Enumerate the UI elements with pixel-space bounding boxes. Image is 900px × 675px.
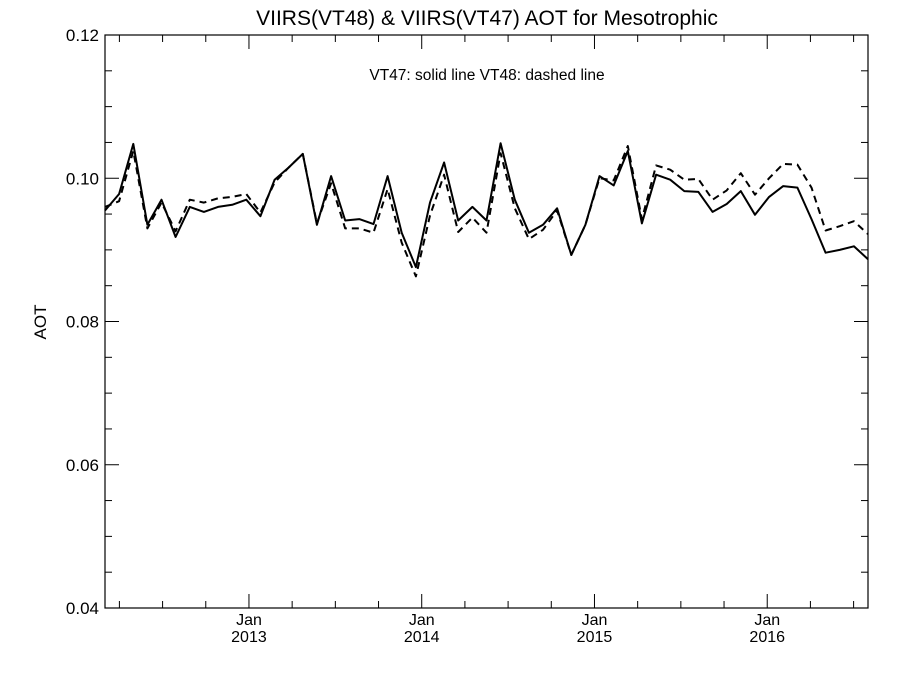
x-tick-label-year: 2013 [231, 629, 267, 646]
x-tick-label-year: 2016 [749, 629, 785, 646]
y-axis-label: AOT [31, 305, 50, 340]
y-tick-label: 0.06 [66, 456, 99, 475]
legend-annotation: VT47: solid line VT48: dashed line [369, 67, 604, 84]
y-tick-label: 0.10 [66, 169, 99, 188]
x-tick-label-month: Jan [236, 612, 262, 629]
x-tick-label-month: Jan [754, 612, 780, 629]
y-tick-label: 0.04 [66, 599, 99, 618]
series-line-vt47 [104, 142, 869, 269]
x-tick-label-year: 2014 [404, 629, 440, 646]
x-tick-label-year: 2015 [577, 629, 613, 646]
y-tick-label: 0.08 [66, 313, 99, 332]
series-line-vt48 [104, 145, 869, 278]
plot-frame [104, 34, 869, 609]
x-tick-label-month: Jan [582, 612, 608, 629]
chart-title: VIIRS(VT48) & VIIRS(VT47) AOT for Mesotr… [256, 7, 718, 30]
axes: 0.040.060.080.100.12Jan2013Jan2014Jan201… [66, 26, 869, 646]
x-tick-label-month: Jan [409, 612, 435, 629]
series-lines [104, 142, 869, 278]
y-tick-label: 0.12 [66, 26, 99, 45]
